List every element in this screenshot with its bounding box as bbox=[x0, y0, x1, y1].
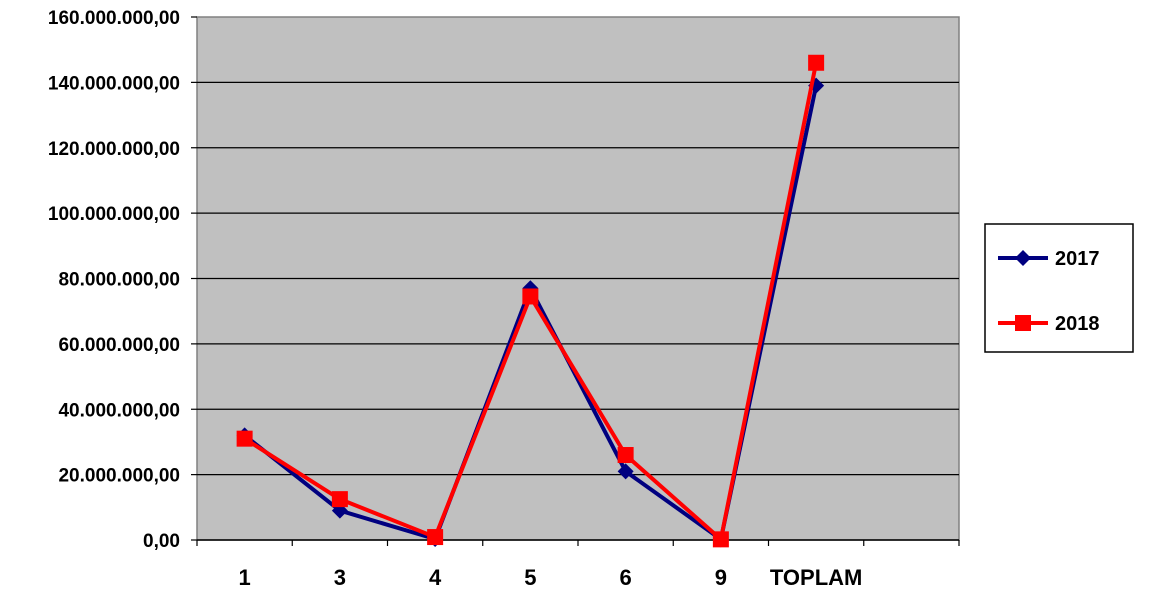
y-tick-label: 80.000.000,00 bbox=[58, 270, 180, 291]
data-point-2018 bbox=[522, 288, 539, 305]
y-tick-label: 120.000.000,00 bbox=[48, 139, 180, 160]
x-tick-label: 6 bbox=[620, 565, 632, 590]
legend-marker-2017 bbox=[1015, 250, 1031, 266]
y-tick-label: 100.000.000,00 bbox=[48, 204, 180, 225]
legend-entry-2018: 2018 bbox=[998, 313, 1100, 335]
gridlines bbox=[197, 81, 959, 476]
x-tick-label: 5 bbox=[524, 565, 536, 590]
y-tick-label: 160.000.000,00 bbox=[48, 8, 180, 29]
axes bbox=[191, 16, 960, 546]
x-tick-labels: 1 3 4 5 6 9 TOPLAM bbox=[239, 565, 863, 590]
y-tick-label: 20.000.000,00 bbox=[58, 466, 180, 487]
x-tick-label: 9 bbox=[715, 565, 727, 590]
legend: 2017 2018 bbox=[984, 223, 1134, 353]
y-tick-label: 140.000.000,00 bbox=[48, 73, 180, 94]
data-point-2018 bbox=[617, 447, 634, 464]
x-tick-label: 4 bbox=[429, 565, 442, 590]
legend-box bbox=[984, 223, 1134, 353]
data-point-2018 bbox=[712, 531, 729, 548]
x-tick-label: 1 bbox=[239, 565, 251, 590]
legend-entry-2017: 2017 bbox=[998, 248, 1100, 270]
y-tick-labels: 0,00 20.000.000,00 40.000.000,00 60.000.000… bbox=[48, 8, 180, 552]
y-tick-label: 40.000.000,00 bbox=[58, 400, 180, 421]
series-lines bbox=[236, 54, 825, 548]
data-point-2018 bbox=[427, 529, 444, 546]
x-tick-label: TOPLAM bbox=[770, 565, 862, 590]
legend-label-2017: 2017 bbox=[1055, 248, 1100, 270]
data-point-2018 bbox=[331, 491, 348, 508]
data-point-2018 bbox=[808, 54, 825, 71]
legend-marker-2018 bbox=[1015, 315, 1031, 331]
x-tick-label: 3 bbox=[334, 565, 346, 590]
data-point-2017 bbox=[617, 463, 634, 480]
legend-label-2018: 2018 bbox=[1055, 313, 1100, 335]
y-tick-label: 60.000.000,00 bbox=[58, 335, 180, 356]
data-point-2018 bbox=[236, 430, 253, 447]
y-tick-label: 0,00 bbox=[143, 531, 180, 552]
